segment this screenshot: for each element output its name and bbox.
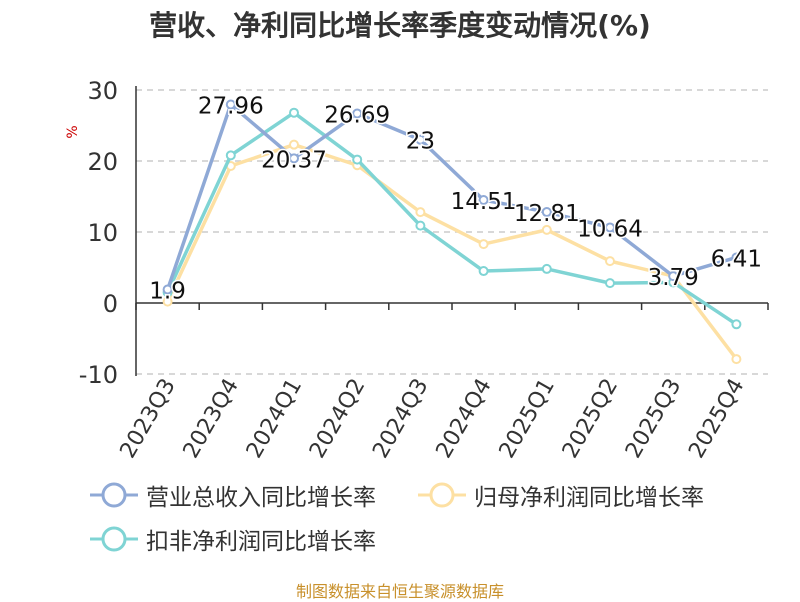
series-line <box>165 102 737 291</box>
data-label: 14.51 <box>451 189 517 215</box>
data-label: 26.69 <box>324 103 390 129</box>
data-point[interactable] <box>605 256 615 267</box>
data-point[interactable] <box>731 252 742 263</box>
x-tick-label: 2025Q3 <box>621 375 686 463</box>
series-lines <box>162 99 742 365</box>
legend-line-circle-icon <box>90 526 138 552</box>
data-point[interactable] <box>289 139 299 150</box>
data-point[interactable] <box>731 354 742 365</box>
legend-item-deducted-profit[interactable]: 扣非净利润同比增长率 <box>90 522 376 556</box>
legend-label-net-profit: 归母净利润同比增长率 <box>474 485 704 511</box>
data-label: 6.41 <box>711 246 762 272</box>
data-point[interactable] <box>289 107 299 118</box>
data-point[interactable] <box>415 207 426 218</box>
x-tick-label: 2024Q2 <box>305 375 370 463</box>
data-label: 12.81 <box>514 201 580 227</box>
x-tick-label: 2024Q3 <box>368 375 433 463</box>
legend-item-net-profit[interactable]: 归母净利润同比增长率 <box>418 478 704 512</box>
x-tick-label: 2024Q1 <box>242 375 307 463</box>
data-point[interactable] <box>289 153 299 164</box>
data-label: 20.37 <box>261 147 327 173</box>
legend-label-deducted-profit: 扣非净利润同比增长率 <box>146 529 376 555</box>
data-label: 3.79 <box>648 265 699 291</box>
data-point[interactable] <box>415 220 426 231</box>
data-point[interactable] <box>225 99 236 110</box>
data-point[interactable] <box>668 271 679 282</box>
data-point[interactable] <box>352 108 363 119</box>
series-line <box>166 142 738 361</box>
series-line <box>166 110 738 326</box>
data-label: 1.9 <box>149 279 186 305</box>
x-tick-label: 2023Q3 <box>115 375 180 463</box>
legend-line-circle-icon <box>90 482 138 508</box>
data-point[interactable] <box>605 278 615 289</box>
data-point[interactable] <box>478 194 489 205</box>
y-tick-label: 0 <box>103 290 118 318</box>
data-point[interactable] <box>541 224 552 235</box>
data-point[interactable] <box>541 207 552 218</box>
data-label: 23 <box>406 129 435 155</box>
grid-lines <box>136 89 768 375</box>
data-point[interactable] <box>478 266 489 277</box>
chart-title: 营收、净利同比增长率季度变动情况(%) <box>149 9 651 42</box>
data-point[interactable] <box>352 154 363 165</box>
y-tick-label: 30 <box>87 77 118 105</box>
source-note: 制图数据来自恒生聚源数据库 <box>295 582 504 601</box>
data-point[interactable] <box>731 319 742 330</box>
y-tick-label: 20 <box>87 148 118 176</box>
legend-item-revenue[interactable]: 营业总收入同比增长率 <box>90 478 376 512</box>
y-tick-label: 10 <box>87 219 118 247</box>
data-point[interactable] <box>415 134 426 145</box>
y-axis-label: % <box>65 125 81 138</box>
x-tick-label: 2024Q4 <box>431 375 496 463</box>
data-point[interactable] <box>541 263 552 274</box>
y-tick-label: -10 <box>79 361 118 389</box>
legend-line-circle-icon <box>418 482 466 508</box>
data-point[interactable] <box>162 284 173 295</box>
data-point[interactable] <box>605 222 615 233</box>
x-tick-label: 2023Q4 <box>179 375 244 463</box>
data-label: 10.64 <box>577 216 643 242</box>
x-tick-label: 2025Q2 <box>558 375 623 463</box>
x-tick-label: 2025Q1 <box>495 375 560 463</box>
data-label: 27.96 <box>198 93 264 119</box>
data-point[interactable] <box>162 296 173 307</box>
data-point[interactable] <box>478 239 489 250</box>
data-point[interactable] <box>225 150 236 161</box>
legend-label-revenue: 营业总收入同比增长率 <box>146 485 376 511</box>
x-tick-label: 2025Q4 <box>684 375 749 463</box>
